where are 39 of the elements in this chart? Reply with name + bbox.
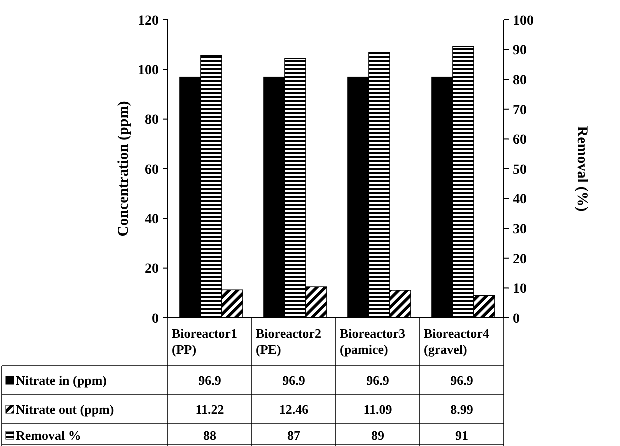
data-label: 89: [372, 428, 385, 444]
data-label: 11.22: [196, 402, 224, 418]
y2-tick-label: 20: [513, 252, 527, 268]
y2-tick-label: 60: [513, 133, 527, 148]
data-label: 96.9: [450, 373, 474, 388]
y-tick-label: 20: [145, 262, 159, 278]
y2-tick-label: 10: [513, 282, 527, 298]
data-label: 96.9: [282, 373, 306, 388]
y2-tick-label: 80: [513, 74, 527, 88]
legend-label: Removal %: [16, 428, 82, 444]
y-tick-label: 80: [145, 113, 159, 128]
legend-label: Nitrate in (ppm): [16, 373, 107, 388]
y2-tick-label: 90: [513, 44, 527, 59]
data-label: 88: [204, 428, 217, 444]
data-label: 8.99: [450, 402, 474, 418]
y2-tick-label: 70: [513, 103, 527, 118]
data-label: 96.9: [198, 373, 222, 388]
y2-tick-label: 40: [513, 192, 527, 208]
x-tick-label: Bioreactor3 (pamice): [340, 326, 406, 357]
x-tick-label: Bioreactor4 (gravel): [424, 326, 490, 357]
y-tick-label: 60: [145, 162, 159, 178]
data-label: 87: [288, 428, 301, 444]
y-tick-label: 120: [138, 14, 159, 29]
y2-tick-label: 0: [513, 312, 520, 327]
x-tick-label: Bioreactor1 (PP): [172, 326, 238, 357]
data-label: 12.46: [279, 402, 310, 418]
y-axis-title: Concentration (ppm): [116, 101, 132, 237]
y2-tick-label: 100: [513, 14, 534, 29]
data-label: 91: [456, 428, 468, 444]
y-tick-label: 40: [145, 212, 159, 228]
data-label: 11.09: [364, 402, 393, 418]
y-tick-label: 0: [152, 312, 159, 327]
y2-axis-title: Removal (%): [574, 126, 590, 212]
y2-tick-label: 30: [513, 222, 527, 238]
legend-label: Nitrate out (ppm): [16, 402, 114, 418]
y2-tick-label: 50: [513, 162, 527, 178]
data-label: 96.9: [366, 373, 390, 388]
y-tick-label: 100: [138, 64, 159, 79]
x-tick-label: Bioreactor2 (PE): [256, 326, 322, 357]
